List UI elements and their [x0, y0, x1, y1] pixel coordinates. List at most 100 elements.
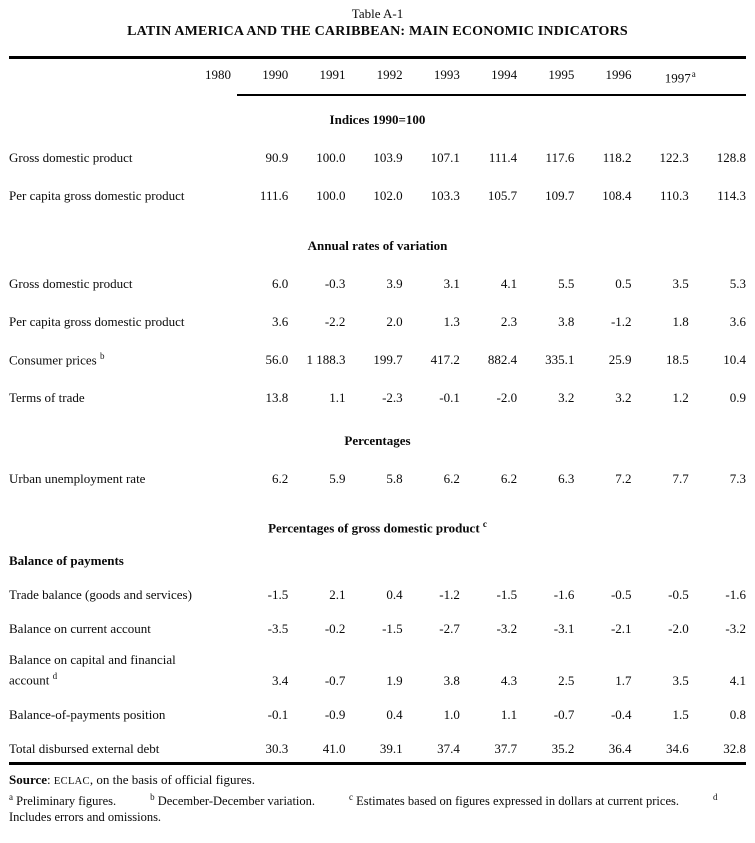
cell-value: 110.3: [659, 188, 689, 204]
table-row: Trade balance (goods and services) -1.5 2.…: [9, 569, 746, 603]
table-section: Percentages of gross domestic product c B…: [9, 516, 746, 756]
cell-value: 114.3: [717, 188, 746, 204]
year-column-1992: 1992: [376, 67, 403, 82]
cell-value: 3.5: [672, 672, 689, 688]
cell-value: 0.8: [729, 706, 746, 722]
row-label: Balance on capital and financial account…: [9, 652, 176, 688]
cell-value: 3.8: [558, 314, 575, 330]
cell-value: 7.7: [672, 471, 689, 487]
cell-value: 1.0: [443, 706, 460, 722]
cell-value: 199.7: [373, 352, 403, 368]
cell-value: 1.9: [386, 672, 403, 688]
source-label: Source: [9, 771, 48, 787]
year-header-row: 1980 1990 1991 1992 1993 1994 1995 1996 1997a: [9, 59, 746, 85]
superscript-a: a: [691, 69, 696, 79]
cell-value: 3.2: [558, 390, 575, 406]
section-subheader: Balance of payments: [9, 552, 124, 568]
cell-value: 3.2: [615, 390, 632, 406]
table-row: Balance on capital and financial account…: [9, 637, 746, 689]
cell-value: -1.5: [382, 620, 403, 636]
row-label: Urban unemployment rate: [9, 471, 146, 487]
cell-value: 1 188.3: [306, 352, 346, 368]
document-page: Table A-1 LATIN AMERICA AND THE CARIBBEA…: [0, 6, 755, 843]
cell-value: 882.4: [487, 352, 518, 368]
cell-value: 5.5: [558, 276, 575, 292]
cell-value: 7.2: [615, 471, 632, 487]
year-column-1997: 1997a: [664, 69, 696, 86]
cell-value: 111.6: [259, 188, 289, 204]
cell-value: 4.3: [500, 672, 518, 688]
source-text: , on the basis of official figures.: [89, 771, 255, 787]
cell-value: 3.1: [443, 276, 460, 292]
table-row: Total disbursed external debt 30.3 41.0 39.…: [9, 723, 746, 757]
cell-value: -0.1: [267, 706, 289, 722]
table-label: Table A-1: [351, 6, 404, 21]
year-column-1993: 1993: [433, 67, 460, 82]
row-label: Gross domestic product: [9, 276, 133, 292]
footnote-b: b December-December variation.: [150, 791, 316, 808]
section-header: Indices 1990=100: [329, 112, 426, 128]
cell-value: 35.2: [551, 740, 575, 756]
cell-value: -3.2: [496, 620, 518, 636]
cell-value: 1.1: [329, 390, 346, 406]
year-column-1995: 1995: [548, 67, 575, 82]
cell-value: -0.9: [324, 706, 346, 722]
cell-value: 417.2: [430, 352, 460, 368]
cell-value: 0.4: [386, 586, 403, 602]
cell-value: -1.6: [725, 586, 746, 602]
cell-value: -0.1: [439, 390, 460, 406]
cell-value: 5.9: [329, 471, 346, 487]
table-title: LATIN AMERICA AND THE CARIBBEAN: MAIN EC…: [127, 24, 628, 39]
cell-value: -2.0: [668, 620, 689, 636]
cell-value: 4.1: [729, 672, 746, 688]
cell-value: -2.0: [496, 390, 518, 406]
cell-value: 13.8: [265, 390, 289, 406]
table-row: Gross domestic product 6.0 -0.3 3.9 3.1 4.1 5.…: [9, 254, 746, 292]
cell-value: 41.0: [322, 740, 346, 756]
cell-value: 122.3: [659, 150, 689, 166]
cell-value: 90.9: [265, 150, 289, 166]
superscript-b: b: [150, 791, 155, 802]
divider-under-years: [237, 94, 746, 97]
cell-value: 1.3: [443, 314, 460, 330]
footnote-c: c Estimates based on figures expressed i…: [349, 791, 679, 808]
table-section: Indices 1990=100 Gross domestic product 90…: [9, 112, 746, 204]
cell-value: 36.4: [608, 740, 632, 756]
cell-value: 108.4: [602, 188, 632, 204]
section-header: Annual rates of variation: [307, 238, 448, 254]
cell-value: 25.9: [608, 352, 632, 368]
row-label: Balance-of-payments position: [9, 706, 166, 722]
row-label: Gross domestic product: [9, 150, 133, 166]
cell-value: 6.2: [443, 471, 460, 487]
superscript-d: d: [713, 791, 718, 802]
table-body: Indices 1990=100 Gross domestic product 90…: [9, 112, 746, 756]
cell-value: -1.2: [610, 314, 632, 330]
cell-value: 1.7: [615, 672, 632, 688]
cell-value: 4.1: [500, 276, 518, 292]
cell-value: -0.7: [324, 672, 346, 688]
cell-value: -0.7: [553, 706, 575, 722]
cell-value: -3.2: [725, 620, 746, 636]
superscript-b: b: [99, 351, 105, 361]
cell-value: -1.5: [267, 586, 289, 602]
cell-value: -0.3: [324, 276, 346, 292]
cell-value: 2.3: [500, 314, 518, 330]
footnotes: a Preliminary figures. b December-Decembe…: [9, 789, 746, 825]
cell-value: 100.0: [316, 188, 346, 204]
cell-value: 34.6: [666, 740, 689, 756]
cell-value: 5.3: [729, 276, 746, 292]
cell-value: -3.1: [553, 620, 575, 636]
footnote-a: a Preliminary figures.: [9, 791, 117, 808]
year-column-1980: 1980: [205, 67, 231, 82]
cell-value: 56.0: [265, 352, 289, 368]
year-column-1996: 1996: [605, 67, 632, 82]
superscript-d: d: [52, 671, 58, 682]
cell-value: -2.3: [382, 390, 403, 406]
row-label: Trade balance (goods and services): [9, 586, 192, 602]
section-header: Percentages of gross domestic product c: [268, 519, 487, 536]
superscript-a: a: [9, 791, 13, 802]
cell-value: 102.0: [373, 188, 403, 204]
row-label: Per capita gross domestic product: [9, 188, 185, 204]
cell-value: 6.2: [500, 471, 518, 487]
source-separator: :: [47, 771, 54, 787]
